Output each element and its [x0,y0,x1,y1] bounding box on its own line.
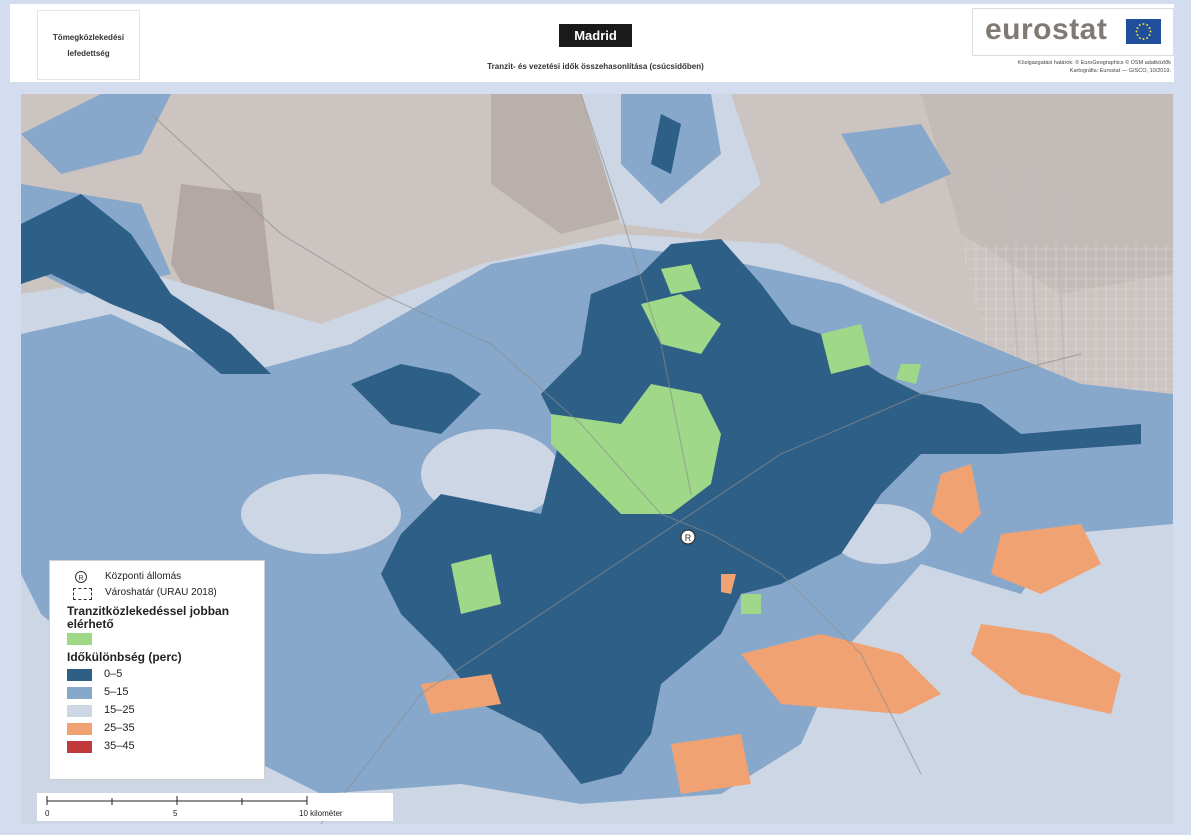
coverage-badge: Tömegközlekedési lefedettség [37,10,140,80]
transit-better-east [821,324,871,374]
rail-station-icon: R [75,571,87,583]
swatch-5-15 [67,687,92,699]
transit-better-south [741,594,761,614]
class-25-35-east [931,464,981,534]
class-25-35-south [671,734,751,794]
scale-tick-0: 0 [45,809,50,818]
eu-flag-icon [1126,19,1161,44]
swatch-0-5 [67,669,92,681]
transit-better-north-2 [661,264,701,294]
northwest-arm-0-5 [21,194,271,374]
svg-text:R: R [78,575,83,582]
class-0-5-core [381,239,1141,784]
west-arm-0-5 [351,364,481,434]
class-25-35-southeast-2 [971,624,1121,714]
legend-boundary-label: Városhatár (URAU 2018) [105,587,217,598]
scale-tick-10: 10 kilométer [299,809,343,818]
northeast-patch-5-15 [841,124,951,204]
swatch-15-25 [67,705,92,717]
legend-transit-better-title: Tranzitközlekedéssel jobban elérhető [67,604,230,631]
scale-bar: 0 5 10 kilométer [37,793,393,821]
transit-better-northeast [896,364,921,384]
transit-better-swatch [67,633,92,645]
label-15-25: 15–25 [104,704,135,716]
label-5-15: 5–15 [104,686,129,698]
label-0-5: 0–5 [104,668,123,680]
class-25-35-southeast-1 [991,524,1101,594]
city-title: Madrid [559,24,632,47]
transit-better-southwest [451,554,501,614]
northwest-top-5-15 [21,94,171,174]
transit-better-center [551,384,721,514]
class-25-35-southwest [421,674,501,714]
scale-bar-ruler [46,796,308,805]
logo-text: eurostat [985,13,1108,46]
class-25-35-south-east [741,634,941,714]
svg-text:R: R [685,533,692,543]
credit-line-2: Kartográfia: Eurostat — GISCO, 10/2019. [1069,68,1171,74]
swatch-35-45 [67,741,92,753]
badge-line-1: Tömegközlekedési [52,33,125,42]
scale-tick-5: 5 [173,809,178,818]
north-strip-0-5 [651,114,681,174]
badge-line-2: lefedettség [67,49,110,58]
major-roads [150,94,1082,824]
legend-station-label: Központi állomás [105,571,182,582]
boundary-dash-icon [73,588,92,600]
map-subtitle: Tranzit- és vezetési idők összehasonlítá… [487,62,704,71]
class-25-35-patch [721,574,736,594]
central-station-icon: R [680,529,696,545]
legend-time-diff-title: Időkülönbség (perc) [67,650,182,664]
label-35-45: 35–45 [104,740,135,752]
transit-better-north [641,294,721,354]
map-legend: R Központi állomás Városhatár (URAU 2018… [49,560,265,780]
north-patch-0-5 [586,334,621,364]
swatch-25-35 [67,723,92,735]
label-25-35: 25–35 [104,722,135,734]
map-canvas[interactable]: R [21,94,1173,824]
credit-line-1: Közigazgatási határok: © EuroGeographics… [1017,60,1171,66]
eurostat-logo: eurostat [972,8,1174,56]
west-pocket-15-25 [421,429,561,519]
southwest-pocket-15-25 [241,474,401,554]
